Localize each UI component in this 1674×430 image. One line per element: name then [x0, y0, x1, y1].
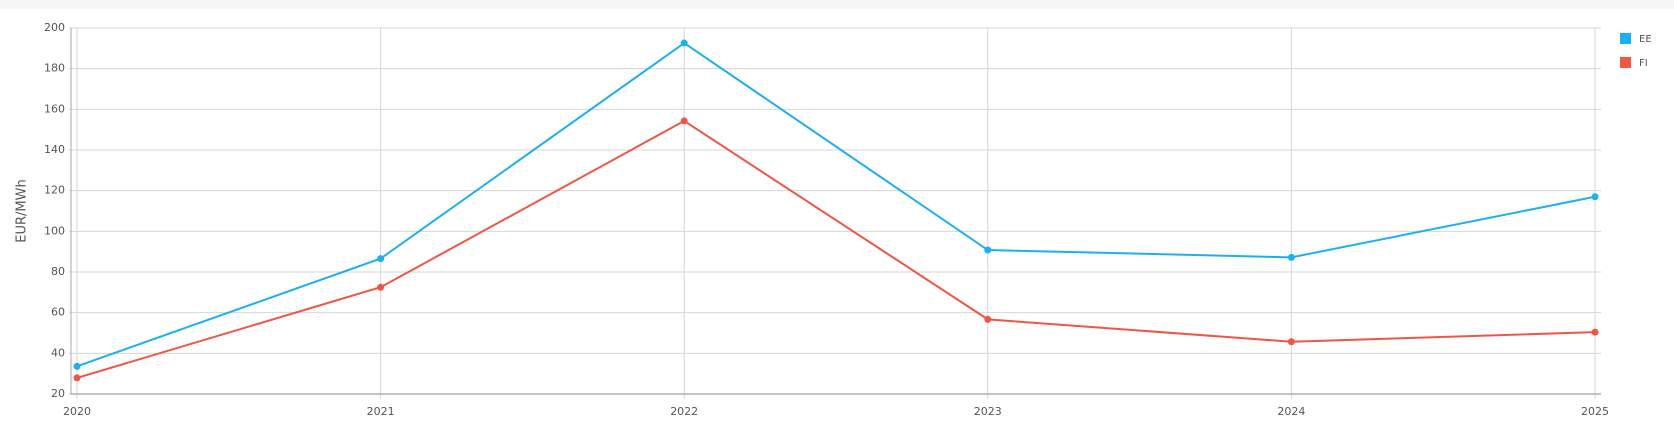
y-tick-label: 40 [51, 346, 65, 359]
data-point [1591, 193, 1599, 201]
y-tick-label: 100 [44, 224, 65, 237]
x-tick-label: 2022 [670, 405, 698, 418]
data-point [680, 39, 688, 47]
y-tick-label: 120 [44, 184, 65, 197]
y-tick-label: 200 [44, 21, 65, 34]
legend-swatch [1620, 33, 1631, 44]
y-tick-label: 180 [44, 62, 65, 75]
y-tick-label: 20 [51, 387, 65, 400]
y-tick-label: 160 [44, 102, 65, 115]
data-point [73, 374, 81, 382]
legend-swatch [1620, 57, 1631, 68]
y-tick-label: 140 [44, 143, 65, 156]
data-point [1287, 338, 1295, 346]
x-tick-label: 2020 [63, 405, 91, 418]
series-line [76, 119, 1596, 379]
data-point [1287, 253, 1295, 261]
x-tick-label: 2021 [367, 405, 395, 418]
data-point [1591, 328, 1599, 336]
x-tick-label: 2023 [974, 405, 1002, 418]
data-point [680, 117, 688, 125]
legend-label: FI [1639, 58, 1648, 69]
x-tick-label: 2024 [1277, 405, 1305, 418]
top-band [0, 0, 1674, 9]
y-tick-label: 60 [51, 306, 65, 319]
data-point [377, 283, 385, 291]
data-point [73, 362, 81, 370]
y-axis-label: EUR/MWh [15, 179, 30, 242]
x-tick-label: 2025 [1581, 405, 1609, 418]
data-point [984, 246, 992, 254]
legend-label: EE [1639, 34, 1652, 45]
data-point [377, 255, 385, 263]
y-tick-label: 80 [51, 265, 65, 278]
data-point [984, 315, 992, 323]
series-line [76, 41, 1596, 368]
